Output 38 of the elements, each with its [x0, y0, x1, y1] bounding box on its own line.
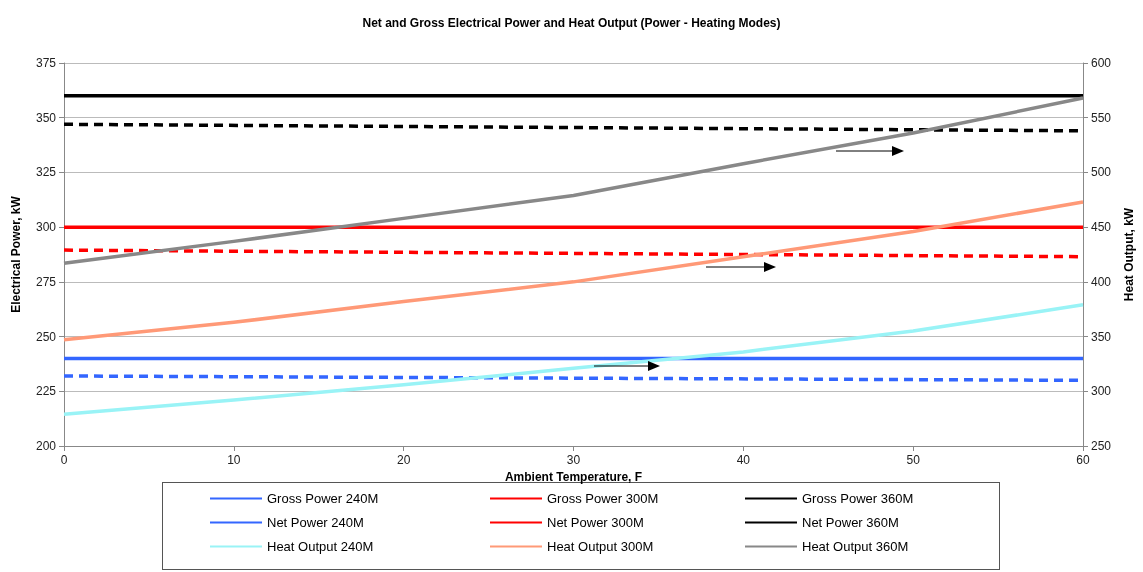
- y2-tick-label: 250: [1091, 439, 1112, 453]
- legend-label: Net Power 300M: [547, 515, 644, 530]
- y-tick-label: 300: [35, 220, 57, 235]
- x-tick-label: 50: [906, 453, 921, 467]
- y-tick-label: 350: [35, 110, 57, 125]
- legend-label: Heat Output 240M: [267, 539, 374, 554]
- x-tick-label: 20: [396, 453, 411, 467]
- line-series: [62, 303, 1085, 417]
- legend-label: Heat Output 360M: [802, 539, 909, 554]
- line-series: [62, 200, 1085, 342]
- chart-title: Net and Gross Electrical Power and Heat Output (Power - Heating Modes): [362, 16, 781, 30]
- y-tick-label: 200: [35, 439, 57, 453]
- y2-axis-title: Heat Output, kW: [1122, 207, 1136, 302]
- y2-tick-label: 350: [1091, 329, 1112, 344]
- y2-tick-label: 400: [1091, 274, 1112, 289]
- x-axis-title: Ambient Temperature, F: [504, 469, 643, 484]
- x-tick-label: 60: [1076, 453, 1090, 467]
- legend-label: Gross Power 240M: [267, 491, 379, 506]
- y-tick-label: 325: [35, 165, 57, 180]
- y2-tick-label: 550: [1091, 110, 1112, 125]
- y2-tick-label: 500: [1091, 165, 1112, 180]
- y2-tick-label: 450: [1091, 220, 1112, 235]
- x-tick-label: 40: [736, 453, 751, 467]
- y2-tick-label: 600: [1091, 56, 1112, 70]
- y2-tick-label: 300: [1091, 384, 1112, 399]
- y-tick-label: 225: [35, 384, 57, 399]
- legend-label: Heat Output 300M: [547, 539, 654, 554]
- x-tick-label: 0: [60, 453, 68, 467]
- legend-label: Net Power 240M: [267, 515, 364, 530]
- legend-label: Gross Power 300M: [547, 491, 659, 506]
- legend-label: Gross Power 360M: [802, 491, 914, 506]
- y-axis-title: Electrical Power, kW: [9, 195, 23, 313]
- y-tick-label: 275: [35, 274, 57, 289]
- y-tick-label: 250: [35, 329, 57, 344]
- x-tick-label: 30: [566, 453, 581, 467]
- y-tick-label: 375: [35, 56, 57, 70]
- legend-label: Net Power 360M: [802, 515, 899, 530]
- x-tick-label: 10: [227, 453, 241, 467]
